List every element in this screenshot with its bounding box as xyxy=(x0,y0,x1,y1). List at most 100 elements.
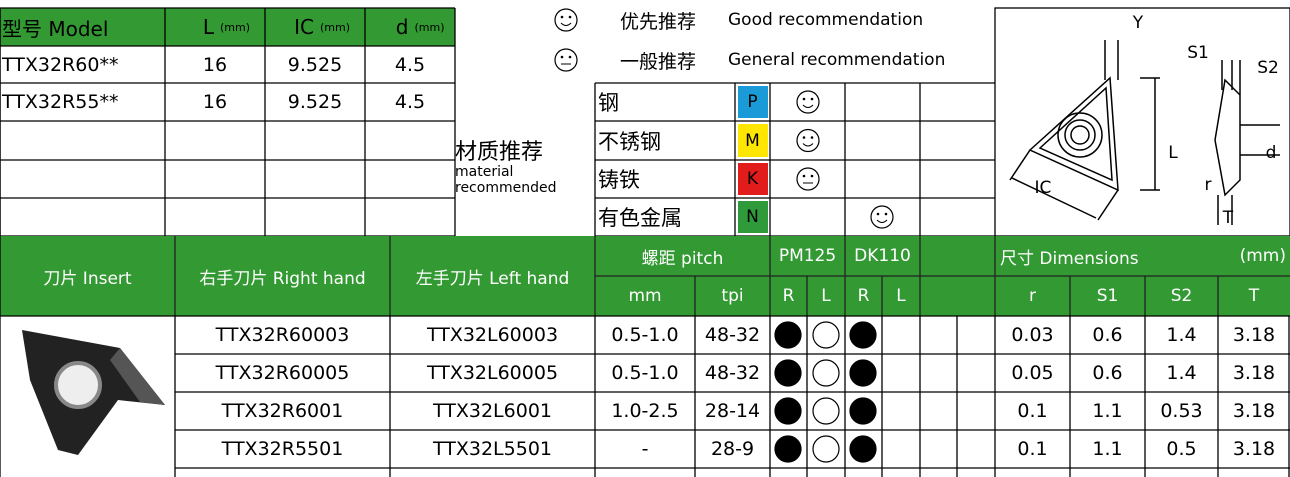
diagram-label: d xyxy=(1265,143,1277,163)
diagram-label: S1 xyxy=(1187,43,1209,63)
cell-text: 1.0-2.5 xyxy=(611,400,679,422)
sub-header: L xyxy=(896,286,906,306)
sub-header: S2 xyxy=(1170,286,1193,306)
header: 刀片 Insert xyxy=(43,268,132,289)
material-code: K xyxy=(746,169,759,189)
diagram-label: L xyxy=(1168,143,1178,163)
cell-text: 3.18 xyxy=(1232,362,1276,384)
rating-icon xyxy=(870,205,894,229)
cell-text: 0.53 xyxy=(1160,400,1203,422)
cell-text: 0.6 xyxy=(1092,362,1123,384)
rating-icon xyxy=(796,128,820,153)
cell-text: - xyxy=(641,438,649,460)
sub-header: T xyxy=(1248,286,1260,306)
legend-label-en: Good recommendation xyxy=(728,10,924,30)
header-label: 型号 Model xyxy=(2,16,109,41)
cell-text: 0.6 xyxy=(1092,324,1123,346)
pitch-mark xyxy=(812,359,840,387)
pitch-mark xyxy=(774,397,802,425)
cell-text: TTX32L6001 xyxy=(432,400,552,422)
cell-text: 16 xyxy=(202,53,228,76)
cell-text: 0.03 xyxy=(1011,324,1054,346)
header-unit: (mm) xyxy=(220,20,251,34)
material-code: N xyxy=(746,207,759,227)
header: 螺距 pitch xyxy=(641,248,724,269)
legend-label-en: General recommendation xyxy=(728,50,946,70)
sub-header: mm xyxy=(628,286,662,306)
sub-header: S1 xyxy=(1096,286,1119,306)
sub-header: R xyxy=(857,286,870,306)
pitch-mark xyxy=(774,321,802,349)
cell-fill xyxy=(738,163,768,195)
cell-text: 4.5 xyxy=(394,53,426,76)
cell-text: 0.1 xyxy=(1017,400,1048,422)
header: 左手刀片 Left hand xyxy=(415,268,570,289)
materials-label: 材质推荐 xyxy=(455,140,544,165)
cell-text: TTX32L60005 xyxy=(426,362,559,384)
sub-header: L xyxy=(821,286,831,306)
cell-text: TTX32L60003 xyxy=(426,324,559,346)
material-name: 不锈钢 xyxy=(598,129,661,154)
cell-text: 3.18 xyxy=(1232,438,1276,460)
material-name: 铸铁 xyxy=(598,168,640,192)
pitch-mark xyxy=(849,397,877,425)
cell-text: 28-9 xyxy=(710,438,755,460)
cell-text: 3.18 xyxy=(1232,324,1276,346)
cell-fill xyxy=(738,124,768,157)
rating-icon xyxy=(796,90,820,114)
pitch-mark xyxy=(774,435,802,463)
cell-text: 3.18 xyxy=(1232,400,1276,422)
cell-text: 28-14 xyxy=(704,400,761,422)
header-unit: (mm) xyxy=(414,20,445,34)
cell-text: 1.1 xyxy=(1092,400,1123,422)
cell-fill xyxy=(738,86,768,118)
header-unit: (mm) xyxy=(320,20,351,34)
pitch-mark xyxy=(774,359,802,387)
cell-text: 1.4 xyxy=(1166,362,1197,384)
sub-header: R xyxy=(782,286,795,306)
cell-text: 4.5 xyxy=(394,91,426,113)
diagram-label: S2 xyxy=(1257,58,1279,78)
cell-text: 9.525 xyxy=(287,91,343,113)
header: (mm) xyxy=(1239,246,1286,266)
cell-text: 1.4 xyxy=(1166,324,1197,346)
cell-text: 48-32 xyxy=(704,362,761,384)
cell-fill xyxy=(0,8,455,46)
cell-text: TTX32L5501 xyxy=(432,438,552,460)
cell-text: TTX32R60003 xyxy=(215,324,350,346)
diagram-frame xyxy=(994,7,1290,237)
header-label: L xyxy=(202,15,214,39)
pitch-mark xyxy=(849,435,877,463)
pitch-mark xyxy=(849,321,877,349)
cell-text: 16 xyxy=(202,91,228,113)
diagram-label: IC xyxy=(1034,178,1052,198)
cell-text: TTX32R5501 xyxy=(221,438,344,460)
cell-text: 0.05 xyxy=(1011,362,1054,384)
pitch-mark xyxy=(849,359,877,387)
legend-label: 一般推荐 xyxy=(620,50,697,73)
cell-text: 9.525 xyxy=(287,53,343,76)
header-label: IC xyxy=(294,15,314,39)
cell-text: 0.5-1.0 xyxy=(611,324,679,346)
header: 右手刀片 Right hand xyxy=(199,268,366,289)
material-code: M xyxy=(745,130,760,151)
cell-fill xyxy=(738,201,768,233)
cell-text: 48-32 xyxy=(704,324,761,346)
rating-icon xyxy=(796,167,820,191)
legend-label: 优先推荐 xyxy=(620,10,697,33)
header: PM125 xyxy=(778,246,837,266)
material-code: P xyxy=(747,92,758,112)
cell-text: TTX32R60005 xyxy=(215,362,350,384)
header: 尺寸 Dimensions xyxy=(1000,248,1139,269)
cell-text: TTX32R60** xyxy=(2,53,119,76)
header-label: d xyxy=(395,15,409,39)
sub-header: tpi xyxy=(721,286,744,306)
cell-text: TTX32R55** xyxy=(2,91,119,113)
rating-icon xyxy=(554,8,578,32)
diagram-label: T xyxy=(1222,208,1234,228)
cell-text: 1.1 xyxy=(1092,438,1123,460)
materials-label-en: material recommended xyxy=(455,164,557,196)
pitch-mark xyxy=(812,321,840,349)
